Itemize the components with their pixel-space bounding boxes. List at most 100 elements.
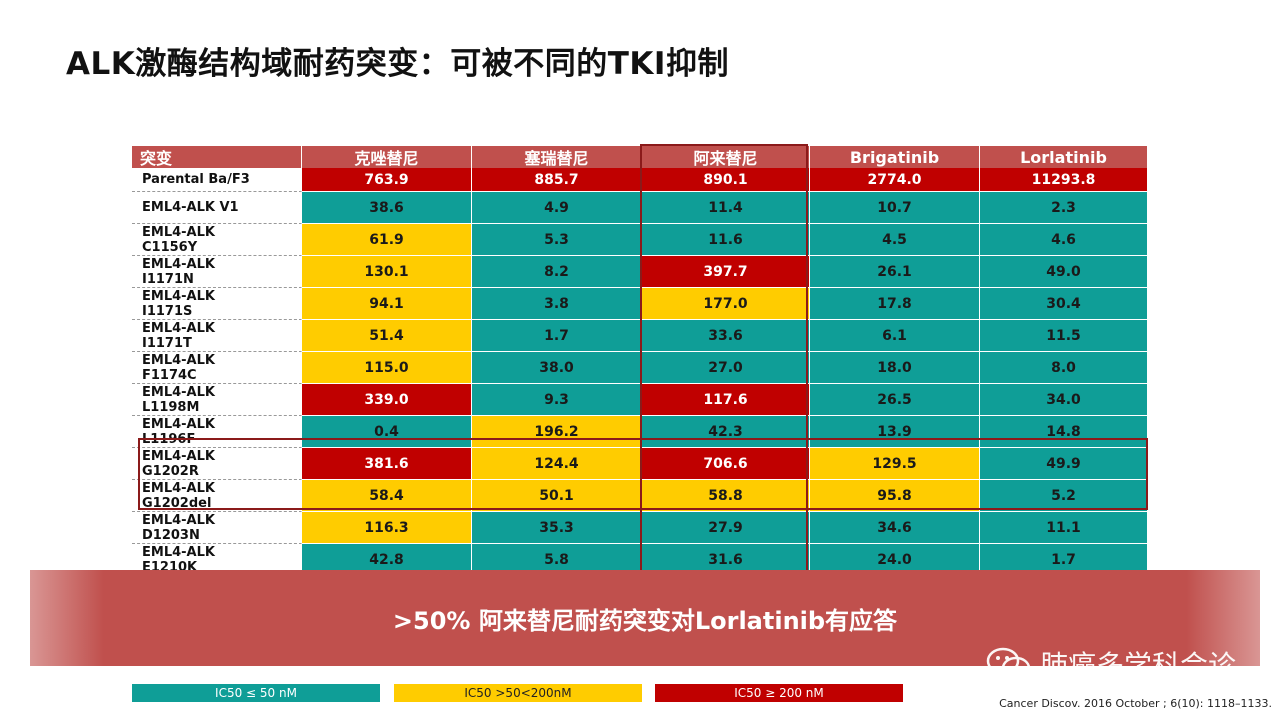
table-row: EML4-ALK L1198M 339.0 9.3 117.6 26.5 34.0 [132, 384, 1148, 416]
ic50-cell: 30.4 [980, 288, 1148, 320]
ic50-cell: 116.3 [302, 512, 472, 544]
table-row: EML4-ALK V1 38.6 4.9 11.4 10.7 2.3 [132, 192, 1148, 224]
mutation-label: EML4-ALK F1174C [132, 352, 302, 384]
mutation-label: EML4-ALK C1156Y [132, 224, 302, 256]
ic50-cell: 11.1 [980, 512, 1148, 544]
ic50-cell: 34.0 [980, 384, 1148, 416]
mutation-label: EML4-ALK I1171N [132, 256, 302, 288]
table-row: EML4-ALK I1171N 130.1 8.2 397.7 26.1 49.0 [132, 256, 1148, 288]
ic50-cell: 339.0 [302, 384, 472, 416]
ic50-cell: 4.5 [810, 224, 980, 256]
ic50-cell: 0.4 [302, 416, 472, 448]
slide-title: ALK激酶结构域耐药突变：可被不同的TKI抑制 [66, 46, 729, 82]
ic50-cell: 177.0 [642, 288, 810, 320]
ic50-cell: 2.3 [980, 192, 1148, 224]
ic50-cell: 763.9 [302, 168, 472, 192]
mutation-label: EML4-ALK D1203N [132, 512, 302, 544]
ic50-cell: 706.6 [642, 448, 810, 480]
ic50-cell: 26.1 [810, 256, 980, 288]
ic50-cell: 38.6 [302, 192, 472, 224]
mutation-label: EML4-ALK V1 [132, 192, 302, 224]
ic50-cell: 33.6 [642, 320, 810, 352]
watermark: 肺癌多学科会诊 [986, 644, 1236, 684]
ic50-cell: 27.0 [642, 352, 810, 384]
watermark-text: 肺癌多学科会诊 [1039, 649, 1236, 682]
ic50-cell: 196.2 [472, 416, 642, 448]
table-row: EML4-ALK G1202del 58.4 50.1 58.8 95.8 5.2 [132, 480, 1148, 512]
ic50-cell: 381.6 [302, 448, 472, 480]
ic50-cell: 115.0 [302, 352, 472, 384]
legend-green: IC50 ≤ 50 nM [132, 684, 380, 702]
ic50-cell: 11.4 [642, 192, 810, 224]
mutation-label: EML4-ALK I1171S [132, 288, 302, 320]
ic50-cell: 885.7 [472, 168, 642, 192]
legend-red: IC50 ≥ 200 nM [655, 684, 903, 702]
ic50-cell: 117.6 [642, 384, 810, 416]
table-row: EML4-ALK D1203N 116.3 35.3 27.9 34.6 11.1 [132, 512, 1148, 544]
ic50-cell: 8.2 [472, 256, 642, 288]
banner-text: >50% 阿来替尼耐药突变对Lorlatinib有应答 [392, 606, 898, 635]
ic50-table: 突变 克唑替尼 塞瑞替尼 阿来替尼 Brigatinib Lorlatinib … [132, 146, 1148, 576]
ic50-cell: 51.4 [302, 320, 472, 352]
ic50-cell: 130.1 [302, 256, 472, 288]
table-row: EML4-ALK C1156Y 61.9 5.3 11.6 4.5 4.6 [132, 224, 1148, 256]
ic50-cell: 5.2 [980, 480, 1148, 512]
ic50-cell: 890.1 [642, 168, 810, 192]
ic50-cell: 49.0 [980, 256, 1148, 288]
table-row: EML4-ALK I1171S 94.1 3.8 177.0 17.8 30.4 [132, 288, 1148, 320]
mutation-label: EML4-ALK G1202R [132, 448, 302, 480]
header-crizotinib: 克唑替尼 [302, 146, 472, 168]
mutation-label: EML4-ALK G1202del [132, 480, 302, 512]
ic50-cell: 27.9 [642, 512, 810, 544]
table-row: EML4-ALK F1174C 115.0 38.0 27.0 18.0 8.0 [132, 352, 1148, 384]
ic50-cell: 26.5 [810, 384, 980, 416]
mutation-label: Parental Ba/F3 [132, 168, 302, 192]
ic50-cell: 35.3 [472, 512, 642, 544]
table-row: EML4-ALK I1171T 51.4 1.7 33.6 6.1 11.5 [132, 320, 1148, 352]
header-lorlatinib: Lorlatinib [980, 146, 1148, 168]
ic50-cell: 1.7 [472, 320, 642, 352]
ic50-cell: 124.4 [472, 448, 642, 480]
ic50-cell: 5.3 [472, 224, 642, 256]
ic50-cell: 49.9 [980, 448, 1148, 480]
ic50-cell: 4.6 [980, 224, 1148, 256]
ic50-cell: 94.1 [302, 288, 472, 320]
header-brigatinib: Brigatinib [810, 146, 980, 168]
ic50-cell: 397.7 [642, 256, 810, 288]
header-mutation: 突变 [132, 146, 302, 168]
table-row: Parental Ba/F3 763.9 885.7 890.1 2774.0 11293… [132, 168, 1148, 192]
table-row: EML4-ALK L1196F 0.4 196.2 42.3 13.9 14.8 [132, 416, 1148, 448]
ic50-cell: 58.8 [642, 480, 810, 512]
mutation-label: EML4-ALK L1198M [132, 384, 302, 416]
ic50-cell: 10.7 [810, 192, 980, 224]
ic50-cell: 58.4 [302, 480, 472, 512]
ic50-cell: 11293.8 [980, 168, 1148, 192]
table-header: 突变 克唑替尼 塞瑞替尼 阿来替尼 Brigatinib Lorlatinib [132, 146, 1148, 168]
ic50-cell: 8.0 [980, 352, 1148, 384]
ic50-cell: 11.5 [980, 320, 1148, 352]
ic50-cell: 13.9 [810, 416, 980, 448]
mutation-label: EML4-ALK I1171T [132, 320, 302, 352]
citation: Cancer Discov. 2016 October ; 6(10): 111… [999, 697, 1272, 710]
ic50-cell: 38.0 [472, 352, 642, 384]
ic50-cell: 6.1 [810, 320, 980, 352]
ic50-cell: 17.8 [810, 288, 980, 320]
ic50-cell: 129.5 [810, 448, 980, 480]
mutation-label: EML4-ALK L1196F [132, 416, 302, 448]
table-row: EML4-ALK G1202R 381.6 124.4 706.6 129.5 49.9 [132, 448, 1148, 480]
table-row: EML4-ALK E1210K 42.8 5.8 31.6 24.0 1.7 [132, 544, 1148, 576]
ic50-cell: 95.8 [810, 480, 980, 512]
table-body: Parental Ba/F3 763.9 885.7 890.1 2774.0 11293… [132, 168, 1148, 576]
ic50-cell: 3.8 [472, 288, 642, 320]
header-alectinib: 阿来替尼 [642, 146, 810, 168]
header-ceritinib: 塞瑞替尼 [472, 146, 642, 168]
wechat-icon [986, 647, 1031, 680]
ic50-cell: 42.3 [642, 416, 810, 448]
ic50-cell: 34.6 [810, 512, 980, 544]
legend-yellow: IC50 >50<200nM [394, 684, 642, 702]
ic50-cell: 50.1 [472, 480, 642, 512]
summary-banner: >50% 阿来替尼耐药突变对Lorlatinib有应答 [30, 570, 1260, 666]
ic50-cell: 2774.0 [810, 168, 980, 192]
ic50-cell: 18.0 [810, 352, 980, 384]
ic50-cell: 14.8 [980, 416, 1148, 448]
